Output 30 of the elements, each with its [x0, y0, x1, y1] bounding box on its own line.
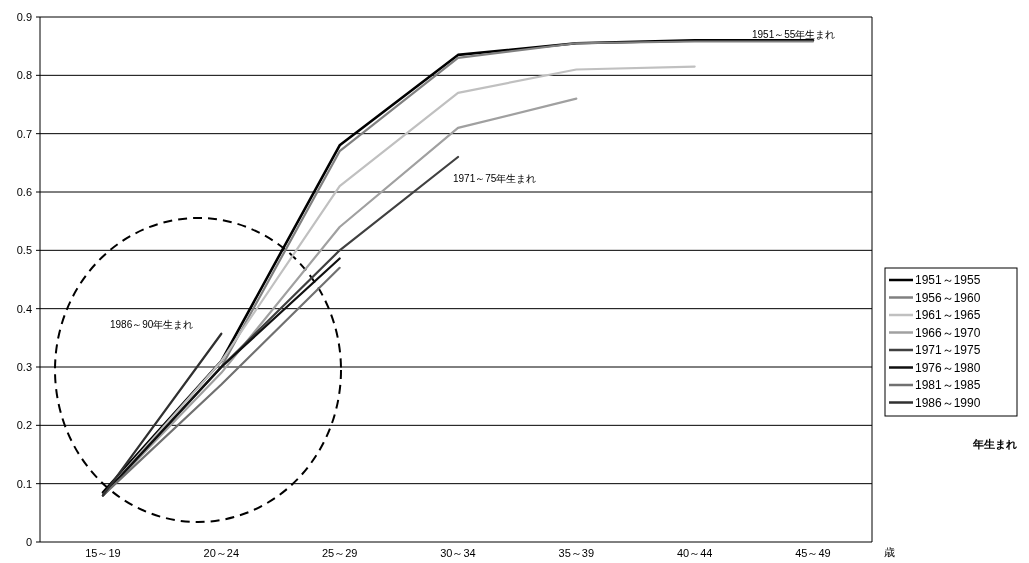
y-tick-label: 0.9	[16, 10, 32, 23]
x-tick-label: 35～39	[558, 547, 595, 559]
x-tick-label: 15～19	[85, 547, 121, 559]
x-tick-label: 20～24	[203, 547, 240, 559]
y-tick-label: 0.6	[16, 185, 32, 198]
legend-label: 1956～1960	[915, 290, 981, 305]
legend-label: 1971～1975	[915, 343, 981, 358]
legend-label: 1986～1990	[915, 395, 981, 410]
annotation: 1986～90年生まれ	[110, 318, 194, 330]
legend-label: 1961～1965	[915, 308, 981, 323]
y-tick-label: 0.3	[16, 360, 32, 373]
y-tick-label: 0.4	[16, 302, 32, 315]
annotation: 1971～75年生まれ	[453, 172, 537, 184]
x-tick-label: 25～29	[321, 547, 358, 559]
x-tick-label: 45～49	[795, 547, 831, 559]
x-axis-title: 歳	[884, 546, 895, 558]
x-tick-label: 40～44	[676, 547, 713, 559]
y-tick-label: 0.8	[16, 69, 32, 82]
legend-label: 1976～1980	[915, 360, 981, 375]
y-tick-label: 0.5	[16, 244, 32, 257]
legend-title: 年生まれ	[972, 438, 1017, 450]
legend-label: 1981～1985	[915, 378, 981, 393]
legend-label: 1966～1970	[915, 325, 981, 340]
y-tick-label: 0.7	[16, 127, 32, 140]
annotation: 1951～55年生まれ	[752, 28, 836, 40]
x-tick-label: 30～34	[440, 547, 476, 559]
y-tick-label: 0	[25, 535, 32, 548]
y-tick-label: 0.1	[16, 477, 32, 490]
legend-label: 1951～1955	[915, 273, 981, 288]
y-tick-label: 0.2	[16, 419, 32, 432]
